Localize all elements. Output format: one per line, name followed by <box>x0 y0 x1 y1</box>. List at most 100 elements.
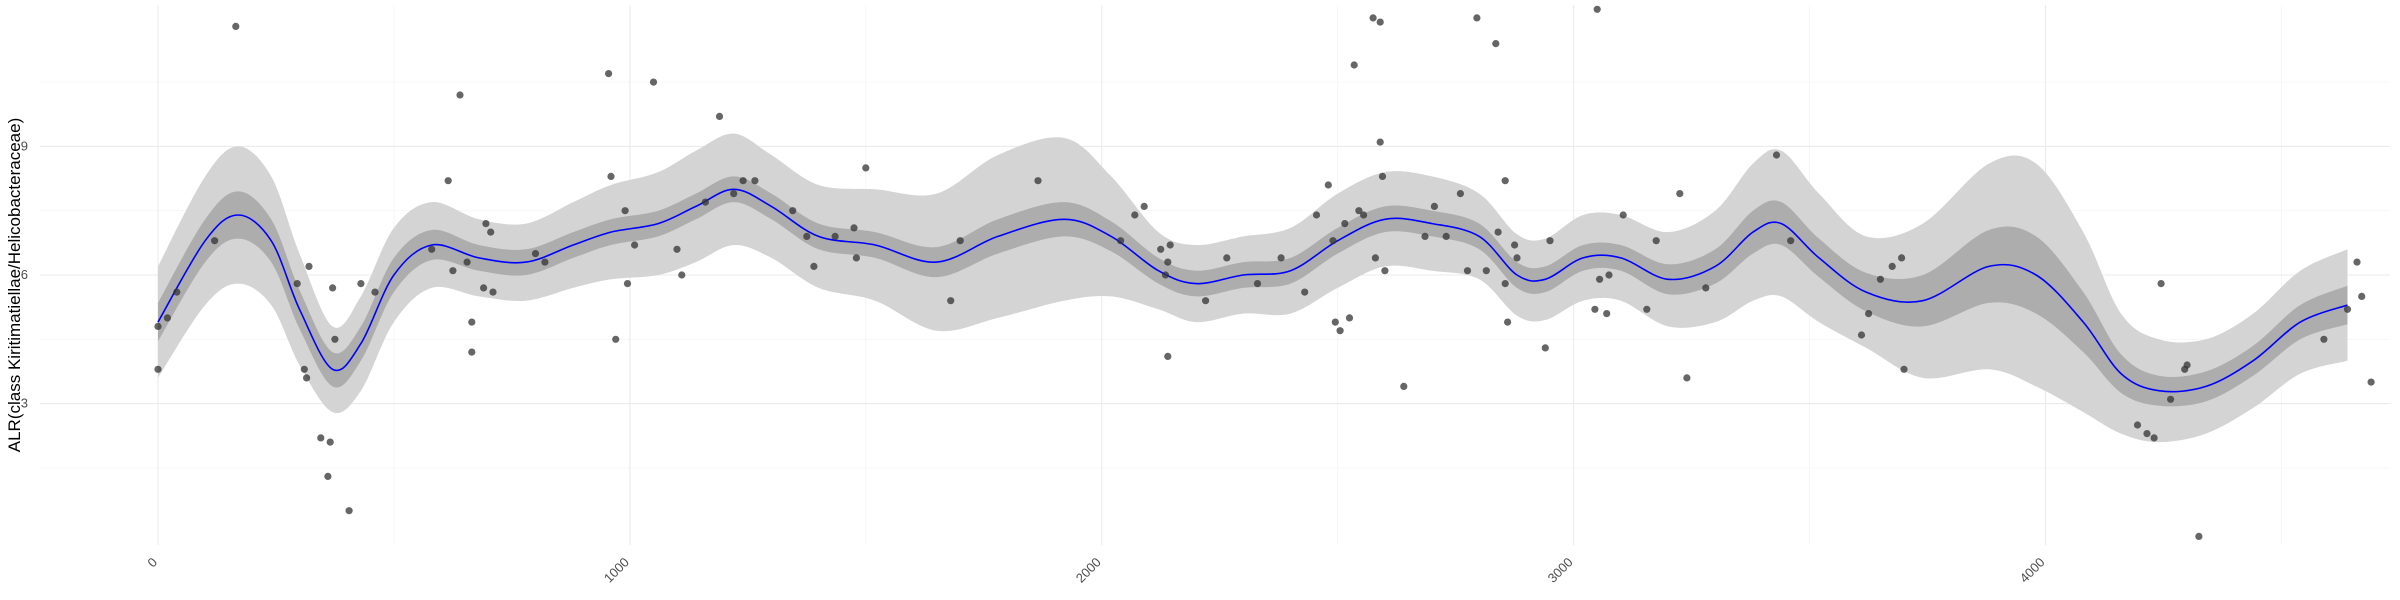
data-point <box>1312 211 1321 219</box>
data-point <box>739 177 747 185</box>
data-point <box>1643 305 1651 313</box>
data-point <box>1376 138 1384 146</box>
data-point <box>154 322 162 330</box>
data-point <box>1482 267 1490 275</box>
data-point <box>1371 254 1379 262</box>
data-point <box>621 207 629 215</box>
data-point <box>428 245 436 253</box>
data-point <box>444 177 452 185</box>
data-point <box>541 258 549 266</box>
data-point <box>831 232 839 240</box>
data-point <box>480 284 488 292</box>
x-tick-label: 1000 <box>601 555 632 586</box>
data-point <box>1541 344 1549 352</box>
data-point <box>1202 297 1210 305</box>
data-point <box>2358 292 2366 300</box>
data-point <box>1676 190 1684 198</box>
data-point <box>803 232 811 240</box>
data-point <box>1787 237 1795 245</box>
data-point <box>2367 378 2375 386</box>
data-point <box>232 22 240 30</box>
y-tick-label: 6 <box>21 267 28 282</box>
data-point <box>1603 310 1611 318</box>
data-point <box>607 172 615 180</box>
data-point <box>2195 532 2203 541</box>
data-point <box>1442 232 1450 240</box>
data-point <box>2143 430 2151 438</box>
data-point <box>1593 5 1601 13</box>
data-point <box>317 434 325 442</box>
data-point <box>1161 271 1170 279</box>
data-point <box>449 267 457 275</box>
y-axis-title: ALR(class Kiritimatiellae/Helicobacterac… <box>5 118 24 452</box>
data-point <box>1456 190 1464 198</box>
data-point <box>730 190 738 198</box>
data-point <box>531 250 540 258</box>
data-point <box>371 288 379 296</box>
data-point <box>1511 241 1519 249</box>
data-point <box>1400 382 1408 390</box>
data-point <box>1166 241 1174 249</box>
data-point <box>852 254 861 262</box>
data-point <box>715 112 724 120</box>
data-point <box>293 280 301 288</box>
data-point <box>850 224 858 232</box>
x-tick-label: 3000 <box>1545 555 1576 586</box>
data-point <box>862 164 870 172</box>
data-point <box>1164 352 1172 360</box>
data-point <box>487 228 495 236</box>
data-point <box>2150 434 2158 442</box>
data-point <box>810 262 818 270</box>
data-point <box>300 365 308 373</box>
data-point <box>2167 395 2175 403</box>
data-point <box>1702 284 1710 292</box>
data-point <box>1501 280 1509 288</box>
data-point <box>1253 280 1262 288</box>
data-point <box>1345 314 1354 322</box>
data-point <box>1652 237 1660 245</box>
data-point <box>1683 374 1691 382</box>
data-point <box>1513 254 1521 262</box>
data-point <box>2343 305 2352 313</box>
data-point <box>1157 245 1165 253</box>
data-point <box>1888 262 1896 270</box>
data-point <box>789 207 797 215</box>
data-point <box>2353 258 2361 266</box>
inner-band-layer <box>158 176 2348 407</box>
data-point <box>678 271 686 279</box>
data-point <box>1277 254 1285 262</box>
data-point <box>1596 275 1604 283</box>
data-point <box>673 245 681 253</box>
data-point <box>1331 318 1339 326</box>
data-point <box>1772 151 1781 159</box>
data-point <box>2133 421 2142 429</box>
data-point <box>331 335 339 343</box>
data-point <box>1494 228 1502 236</box>
data-point <box>1898 254 1906 262</box>
data-point <box>1140 202 1148 210</box>
data-point <box>1350 61 1358 69</box>
data-point <box>1546 237 1554 245</box>
data-point <box>463 258 471 266</box>
data-point <box>649 78 658 86</box>
data-point <box>329 284 337 292</box>
data-point <box>326 438 334 446</box>
data-point <box>1501 177 1509 185</box>
data-point <box>701 198 710 206</box>
data-point <box>1430 202 1438 210</box>
data-point <box>1324 181 1332 189</box>
data-point <box>154 365 162 373</box>
data-point <box>1360 211 1368 219</box>
data-point <box>612 335 620 343</box>
data-point <box>303 374 311 382</box>
data-point <box>482 220 490 228</box>
data-point <box>489 288 497 296</box>
data-point <box>1857 331 1866 339</box>
data-point <box>1341 220 1349 228</box>
data-point <box>1492 40 1500 48</box>
data-point <box>947 297 955 305</box>
data-point <box>1421 232 1429 240</box>
data-point <box>1223 254 1231 262</box>
data-point <box>1619 211 1627 219</box>
